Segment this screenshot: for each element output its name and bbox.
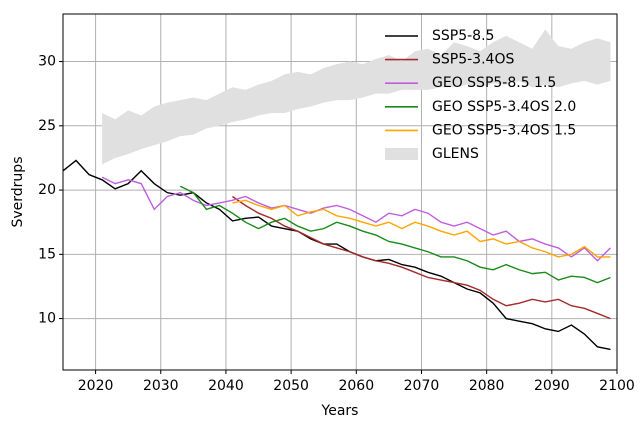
legend-label: GLENS: [432, 146, 479, 162]
x-tick-label: 2030: [143, 378, 179, 394]
legend-label: GEO SSP5-8.5 1.5: [432, 75, 556, 91]
legend-label: SSP5-8.5: [432, 28, 494, 44]
x-tick-label: 2050: [273, 378, 309, 394]
line: [232, 199, 611, 258]
x-tick-label: 2020: [78, 378, 114, 394]
line: [101, 176, 611, 262]
x-tick-label: 2100: [599, 378, 635, 394]
line: [180, 185, 611, 284]
legend-label: GEO SSP5-3.4OS 1.5: [432, 122, 576, 138]
plot-area: [63, 29, 611, 351]
line: [232, 195, 611, 320]
x-tick-label: 2040: [208, 378, 244, 394]
x-tick-label: 2060: [338, 378, 374, 394]
y-tick-label: 30: [38, 54, 56, 70]
legend-label: SSP5-3.4OS: [432, 52, 514, 68]
x-axis-label: Years: [321, 403, 359, 419]
y-tick-label: 15: [38, 246, 56, 262]
x-tick-label: 2070: [404, 378, 440, 394]
plot-frame: [62, 13, 618, 371]
legend-label: GEO SSP5-3.4OS 2.0: [432, 99, 576, 115]
y-axis-label: Sverdrups: [10, 157, 26, 228]
band: [102, 29, 611, 165]
x-tick-label: 2090: [534, 378, 570, 394]
legend-swatch: [385, 148, 418, 160]
y-tick-label: 25: [38, 118, 56, 134]
y-tick-label: 10: [38, 311, 56, 327]
line: [63, 159, 611, 351]
x-tick-label: 2080: [469, 378, 505, 394]
y-tick-label: 20: [38, 182, 56, 198]
